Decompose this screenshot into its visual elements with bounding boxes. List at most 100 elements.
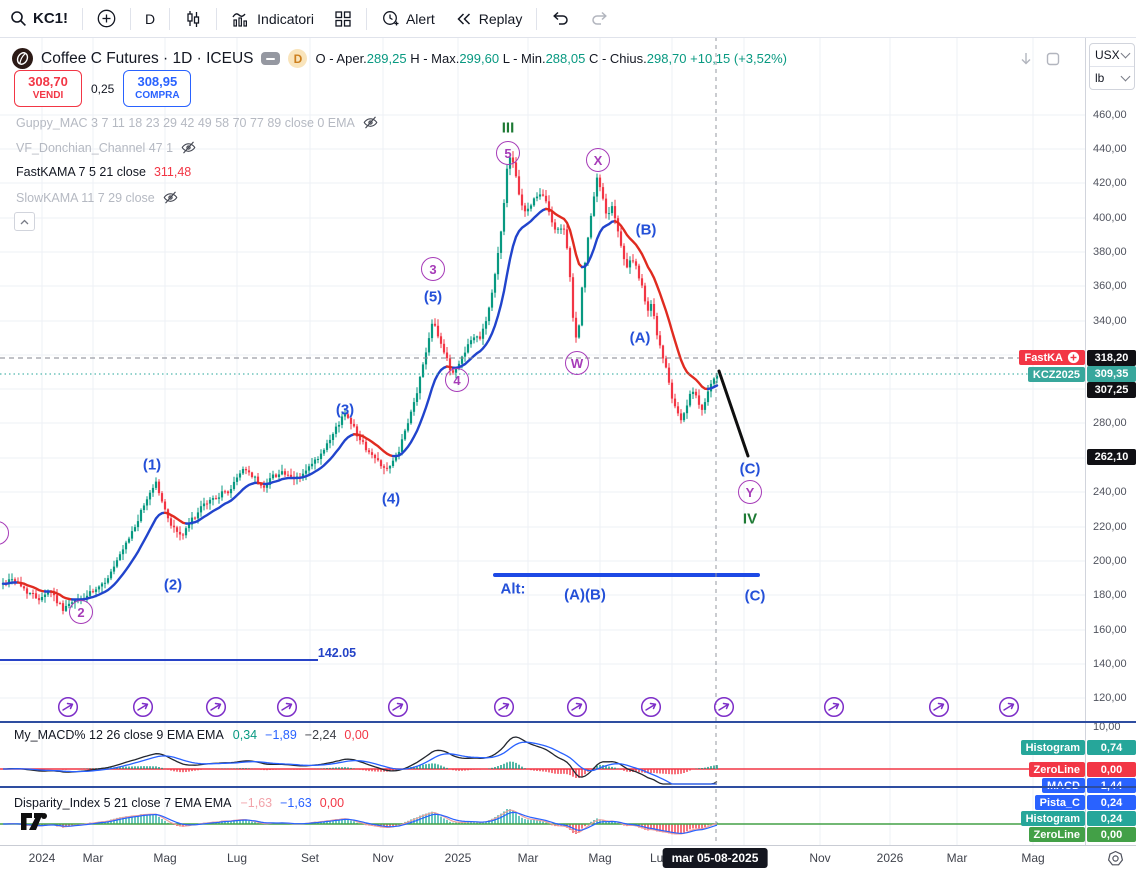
forecast-arrow-marker[interactable] bbox=[998, 696, 1020, 718]
elliott-wave-label[interactable]: (2) bbox=[163, 576, 183, 594]
forecast-arrow-marker[interactable] bbox=[493, 696, 515, 718]
timezone-settings-icon[interactable] bbox=[1107, 850, 1124, 870]
elliott-wave-label[interactable]: X bbox=[586, 148, 610, 172]
replay-button[interactable]: Replay bbox=[445, 5, 533, 33]
buy-button[interactable]: 308,95 COMPRA bbox=[123, 70, 192, 107]
top-toolbar: KC1! D Indicatori bbox=[0, 0, 1136, 38]
indicator-value: 311,48 bbox=[153, 165, 192, 179]
elliott-wave-label[interactable]: 5 bbox=[496, 141, 520, 165]
chart-header: Coffee C Futures · 1D · ICEUS D O - Aper… bbox=[12, 48, 787, 69]
symbol-title[interactable]: Coffee C Futures · 1D · ICEUS bbox=[41, 49, 254, 67]
pane-output-value: 0,24 bbox=[1087, 811, 1136, 826]
time-axis-label: Mag bbox=[153, 851, 177, 865]
forecast-arrow-marker[interactable] bbox=[276, 696, 298, 718]
eye-off-icon[interactable] bbox=[181, 140, 196, 155]
scroll-down-icon[interactable] bbox=[1018, 51, 1034, 72]
maximize-pane-icon[interactable] bbox=[1046, 52, 1060, 71]
elliott-wave-label[interactable]: (B) bbox=[635, 221, 657, 239]
replay-rewind-icon bbox=[455, 11, 473, 27]
interval-button[interactable]: D bbox=[145, 10, 156, 27]
kcz2025-price-tag[interactable]: KCZ2025 bbox=[1027, 367, 1085, 382]
redo-button[interactable] bbox=[580, 5, 619, 33]
elliott-wave-label[interactable]: (C) bbox=[744, 587, 766, 605]
layout-templates-button[interactable] bbox=[324, 5, 362, 33]
sell-button[interactable]: 308,70 VENDI bbox=[14, 70, 82, 107]
elliott-wave-label[interactable]: 3 bbox=[421, 257, 445, 281]
pane-output-value: 0,74 bbox=[1087, 740, 1136, 755]
forecast-arrow-marker[interactable] bbox=[713, 696, 735, 718]
coffee-symbol-logo bbox=[12, 48, 33, 69]
indicator-legend-row[interactable]: Guppy_MAC 3 7 11 18 23 29 42 49 58 70 77… bbox=[16, 115, 378, 130]
unit-dropdown[interactable]: lb bbox=[1090, 67, 1134, 89]
price-tick: 380,00 bbox=[1093, 246, 1127, 258]
elliott-wave-label[interactable]: (A)(B) bbox=[564, 586, 606, 604]
time-axis-label: 2025 bbox=[444, 851, 472, 865]
fastkama-price-tag[interactable]: FastKA bbox=[1019, 350, 1085, 365]
collapse-legend-button[interactable] bbox=[14, 212, 35, 231]
elliott-wave-label[interactable]: (4) bbox=[381, 490, 401, 508]
macd-pane-legend[interactable]: My_MACD% 12 26 close 9 EMA EMA 0,34 −1,89−… bbox=[14, 728, 369, 742]
symbol-label: KC1! bbox=[33, 10, 69, 27]
elliott-wave-label[interactable]: 2 bbox=[69, 600, 93, 624]
price-chart-canvas[interactable] bbox=[0, 37, 1085, 845]
chart-style-button[interactable] bbox=[174, 5, 212, 33]
elliott-wave-label[interactable]: 142.05 bbox=[317, 646, 357, 660]
pane-output-value: 0,00 bbox=[1087, 762, 1136, 777]
time-axis-label: Lug bbox=[226, 851, 248, 865]
pane-legend-value: −2,24 bbox=[304, 728, 337, 742]
elliott-wave-label[interactable]: Y bbox=[738, 480, 762, 504]
search-icon bbox=[10, 10, 27, 27]
elliott-wave-label[interactable]: (A) bbox=[629, 329, 651, 347]
forecast-arrow-marker[interactable] bbox=[387, 696, 409, 718]
forecast-arrow-marker[interactable] bbox=[566, 696, 588, 718]
pane-output-value: 0,24 bbox=[1087, 795, 1136, 810]
forecast-arrow-marker[interactable] bbox=[928, 696, 950, 718]
spread-value: 0,25 bbox=[91, 81, 115, 96]
pane-output-label: Pista_C bbox=[1034, 795, 1085, 810]
elliott-wave-label[interactable]: (5) bbox=[423, 288, 443, 306]
forecast-arrow-marker[interactable] bbox=[132, 696, 154, 718]
pane-separator-macd[interactable] bbox=[0, 721, 1136, 723]
eye-off-icon[interactable] bbox=[163, 190, 178, 205]
elliott-wave-label[interactable]: W bbox=[565, 351, 589, 375]
price-axis[interactable]: USX lb 460,00 440,00 420,00 400,00 380,00 360… bbox=[1085, 37, 1136, 845]
forecast-arrow-marker[interactable] bbox=[823, 696, 845, 718]
axis-unit-selector: USX lb bbox=[1089, 43, 1135, 90]
elliott-wave-label[interactable]: (C) bbox=[739, 460, 761, 478]
disparity-pane-legend[interactable]: Disparity_Index 5 21 close 7 EMA EMA −1,6… bbox=[14, 796, 345, 810]
eye-off-icon[interactable] bbox=[363, 115, 378, 130]
elliott-wave-label[interactable]: IV bbox=[742, 510, 758, 528]
pane-separator-disparity[interactable] bbox=[0, 786, 1136, 788]
currency-dropdown[interactable]: USX bbox=[1090, 44, 1134, 66]
undo-button[interactable] bbox=[541, 5, 580, 33]
tradingview-logo[interactable] bbox=[20, 812, 49, 836]
alert-button[interactable]: Alert bbox=[371, 5, 445, 33]
time-axis-label: Nov bbox=[372, 851, 394, 865]
price-tick: 400,00 bbox=[1093, 212, 1127, 224]
indicator-legend-row[interactable]: VF_Donchian_Channel 47 1 bbox=[16, 140, 196, 155]
price-label-chip: 307,25 bbox=[1087, 382, 1136, 398]
time-axis-label: Mar bbox=[946, 851, 968, 865]
symbol-search-button[interactable]: KC1! bbox=[0, 5, 78, 33]
elliott-wave-label[interactable]: Alt: bbox=[500, 580, 526, 598]
indicator-title: Guppy_MAC 3 7 11 18 23 29 42 49 58 70 77… bbox=[16, 115, 355, 130]
elliott-wave-label[interactable]: (3) bbox=[335, 401, 355, 419]
candlestick-style-icon bbox=[184, 10, 202, 28]
compare-add-button[interactable] bbox=[87, 5, 126, 33]
time-axis[interactable]: 2024 Mar Mag Lug Set Nov 2025 Mar Mag Lug Nov 2026 M… bbox=[0, 845, 1136, 870]
chart-area[interactable]: Coffee C Futures · 1D · ICEUS D O - Aper… bbox=[0, 37, 1085, 845]
price-tick: 180,00 bbox=[1093, 589, 1127, 601]
elliott-wave-label[interactable]: III bbox=[501, 119, 515, 137]
forecast-arrow-marker[interactable] bbox=[57, 696, 79, 718]
forecast-arrow-marker[interactable] bbox=[640, 696, 662, 718]
indicators-button[interactable]: Indicatori bbox=[221, 5, 324, 33]
pane-output-label: MACD bbox=[1042, 778, 1085, 793]
minimized-indicator-chip[interactable] bbox=[261, 52, 281, 65]
interval-badge[interactable]: D bbox=[288, 49, 308, 68]
elliott-wave-label[interactable]: 4 bbox=[445, 368, 469, 392]
price-tick: 140,00 bbox=[1093, 658, 1127, 670]
indicator-legend-row[interactable]: FastKAMA 7 5 21 close 311,48 bbox=[16, 165, 191, 179]
indicator-legend-row[interactable]: SlowKAMA 11 7 29 close bbox=[16, 190, 178, 205]
forecast-arrow-marker[interactable] bbox=[205, 696, 227, 718]
elliott-wave-label[interactable]: (1) bbox=[142, 456, 162, 474]
